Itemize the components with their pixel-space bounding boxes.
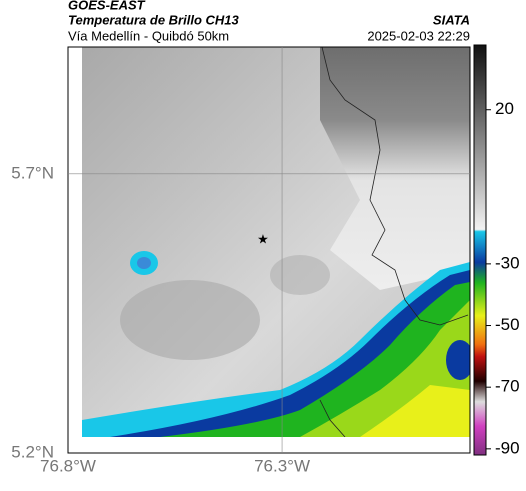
subtitle: Vía Medellín - Quibdó 50km	[68, 28, 229, 43]
header: GOES-EAST Temperatura de Brillo CH13 Vía…	[68, 0, 470, 43]
colorbar-label: -30	[495, 253, 520, 272]
city-marker: ★	[257, 231, 269, 246]
colorbar-label: -70	[495, 377, 520, 396]
lon-label: 76.3°W	[254, 456, 310, 475]
colorbar	[473, 44, 487, 456]
lat-label: 5.7°N	[11, 163, 54, 182]
colorbar-label: -90	[495, 438, 520, 457]
lat-label: 5.2°N	[11, 442, 54, 461]
lon-label: 76.8°W	[40, 456, 96, 475]
title: Temperatura de Brillo CH13	[68, 12, 240, 27]
satellite-image	[82, 47, 470, 437]
datetime: 2025-02-03 22:29	[367, 28, 470, 43]
map-frame	[67, 46, 471, 454]
org: SIATA	[433, 12, 470, 27]
colorbar-label: -50	[495, 315, 520, 334]
source: GOES-EAST	[68, 0, 146, 12]
colorbar-label: 20	[495, 99, 514, 118]
